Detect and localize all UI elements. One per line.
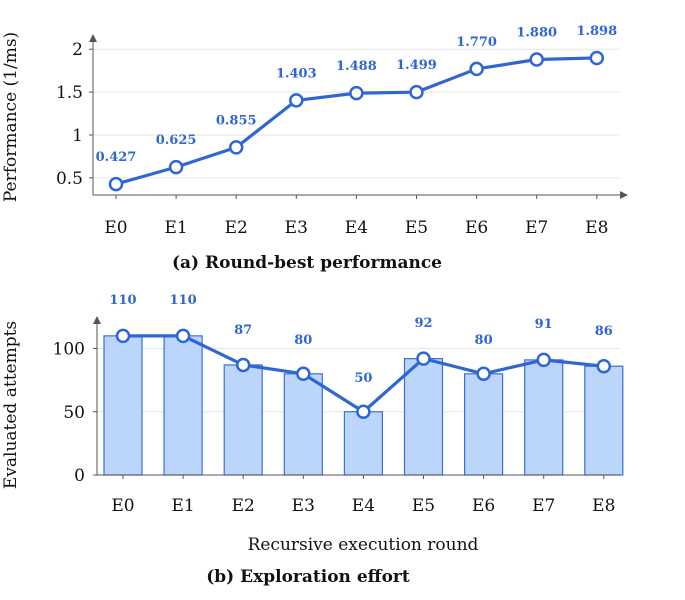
x-tick-label-a: E4 <box>345 218 368 238</box>
data-point-a <box>349 85 364 101</box>
x-tick-label-b: E1 <box>171 496 194 516</box>
x-tick-label-b: E6 <box>472 496 495 516</box>
x-tick-label-b: E3 <box>292 496 315 516</box>
x-tick-label-a: E8 <box>585 218 608 238</box>
caption-a: (a) Round-best performance <box>172 253 442 273</box>
y-tick-label-a: 0.5 <box>56 169 83 189</box>
data-point-b <box>596 358 612 374</box>
data-point-b <box>536 352 551 368</box>
data-point-a <box>228 140 244 155</box>
data-label-b: 87 <box>234 323 252 338</box>
data-label-b: 80 <box>294 333 312 348</box>
data-point-a <box>168 159 184 175</box>
data-label-b: 91 <box>535 317 553 332</box>
x-tick-label-a: E7 <box>525 218 548 238</box>
bar <box>403 358 444 476</box>
data-point-a <box>529 52 544 67</box>
data-point-b <box>115 328 131 344</box>
y-tick-label-a: 2 <box>72 40 83 60</box>
data-label-a: 1.770 <box>456 35 497 50</box>
bar <box>524 359 564 476</box>
y-axis-arrow-a <box>89 34 97 42</box>
y-tick-label-a: 1.5 <box>56 83 83 103</box>
data-label-b: 86 <box>595 324 613 339</box>
x-tick-label-b: E7 <box>532 496 555 516</box>
data-label-a: 0.427 <box>96 150 137 165</box>
data-label-b: 110 <box>170 293 197 308</box>
data-label-a: 1.488 <box>336 59 377 74</box>
x-tick-label-b: E0 <box>111 496 134 516</box>
data-point-a <box>409 84 424 100</box>
bar <box>584 365 624 476</box>
data-label-b: 80 <box>475 333 493 348</box>
x-tick-label-a: E3 <box>285 218 308 238</box>
y-tick-label-a: 1 <box>72 126 83 146</box>
data-label-a: 1.880 <box>516 25 557 40</box>
data-point-b <box>175 328 191 344</box>
bar <box>464 373 504 476</box>
bar <box>103 335 143 476</box>
data-point-a <box>589 50 605 66</box>
y-axis-arrow-b <box>93 316 101 324</box>
y-axis-title-a: Performance (1/ms) <box>1 32 21 202</box>
data-point-a <box>469 61 484 77</box>
bar <box>163 335 203 476</box>
data-point-b <box>416 351 431 366</box>
bar <box>283 373 323 476</box>
x-tick-label-a: E6 <box>465 218 488 238</box>
data-point-a <box>108 176 124 192</box>
data-label-a: 1.898 <box>576 24 617 39</box>
x-tick-label-b: E4 <box>352 496 375 516</box>
data-label-a: 0.625 <box>156 133 197 148</box>
data-label-a: 1.499 <box>396 58 437 73</box>
x-tick-label-b: E2 <box>232 496 255 516</box>
data-point-b <box>476 366 491 382</box>
caption-b: (b) Exploration effort <box>206 567 410 587</box>
chart-round-best-performance: 0.5 1 1.5 2 E0 E1 E2 E3 E4 E5 E6 E7 E8 0.427 0.625 0.… <box>1 24 628 273</box>
x-tick-label-a: E5 <box>405 218 428 238</box>
x-tick-label-a: E0 <box>104 218 127 238</box>
chart-exploration-effort: 0 50 100 E0 E1 E2 E3 E4 E5 E6 E7 E8 110 110 87 80 50 92… <box>1 293 624 587</box>
bar <box>343 411 383 476</box>
data-label-a: 0.855 <box>216 113 257 128</box>
y-axis-title-b: Evaluated attempts <box>1 321 21 489</box>
data-point-b <box>296 366 311 382</box>
y-tick-label-b: 100 <box>53 340 85 360</box>
x-tick-label-b: E5 <box>412 496 435 516</box>
data-label-b: 50 <box>354 371 372 386</box>
data-label-a: 1.403 <box>276 66 317 81</box>
data-label-b: 92 <box>414 316 432 331</box>
data-point-b <box>356 404 371 419</box>
y-tick-label-b: 0 <box>74 466 85 486</box>
x-tick-label-a: E1 <box>164 218 187 238</box>
x-tick-label-a: E2 <box>225 218 248 238</box>
data-point-b <box>235 357 251 373</box>
data-label-b: 110 <box>109 293 136 308</box>
bar <box>223 364 263 476</box>
data-point-a <box>289 93 304 108</box>
x-axis-arrow-a <box>620 191 628 199</box>
y-tick-label-b: 50 <box>63 403 85 423</box>
x-tick-label-b: E8 <box>592 496 615 516</box>
x-axis-title-b: Recursive execution round <box>248 535 479 555</box>
series-line-a <box>115 56 597 186</box>
